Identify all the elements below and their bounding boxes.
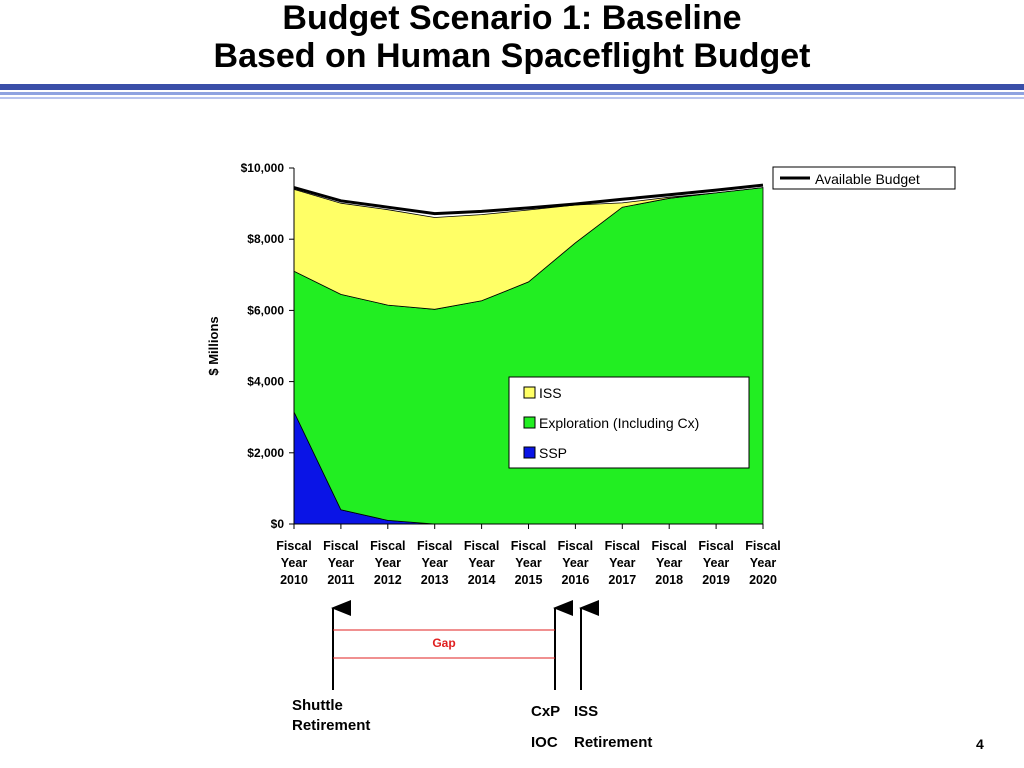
x-tick-label: Fiscal Year 2016 [558, 539, 593, 587]
slide-title-line2: Based on Human Spaceflight Budget [213, 37, 811, 75]
iss-retirement-annotation: ISS Retirement [574, 696, 652, 758]
cxp-annotation-line2: IOC [531, 734, 558, 751]
legend-iss-label: ISS [539, 385, 562, 401]
legend-ssp-label: SSP [539, 445, 567, 461]
y-tick-label: $6,000 [247, 303, 284, 317]
x-tick-label: Fiscal Year 2012 [370, 539, 405, 587]
available-budget-line-group [293, 183, 764, 216]
x-tick-label: Fiscal Year 2019 [698, 539, 733, 587]
area-iss [293, 187, 764, 310]
legend-exploration-label: Exploration (Including Cx) [539, 415, 699, 431]
y-tick-labels: $0 $2,000 $4,000 $6,000 $8,000 $10,000 [241, 161, 285, 531]
x-tick-label: Fiscal Year 2010 [276, 539, 311, 587]
x-tick-label: Fiscal Year 2017 [605, 539, 640, 587]
y-tick-label: $2,000 [247, 446, 284, 460]
shuttle-annotation-line2: Retirement [292, 717, 371, 734]
legend-available-budget: Available Budget [772, 166, 956, 190]
title-rule-dark [0, 84, 1024, 90]
legend-available-budget-label: Available Budget [815, 171, 920, 187]
y-tick-label: $0 [271, 517, 285, 531]
legend-swatch-ssp [523, 446, 536, 459]
y-axis-label: $ Millions [206, 316, 221, 375]
legend-swatch-iss [523, 386, 536, 399]
y-tick-label: $10,000 [241, 161, 285, 175]
y-tick-label: $4,000 [247, 375, 284, 389]
x-tick-label: Fiscal Year 2015 [511, 539, 546, 587]
x-tick-label: Fiscal Year 2018 [651, 539, 686, 587]
iss-annotation-line1: ISS [574, 703, 599, 720]
shuttle-annotation-line1: Shuttle [292, 697, 343, 714]
gap-label: Gap [432, 636, 456, 650]
x-tick-labels: Fiscal Year 2010 Fiscal Year 2011 Fiscal Year 20… [276, 539, 780, 587]
available-budget-line [293, 183, 764, 216]
x-tick-label: Fiscal Year 2013 [417, 539, 452, 587]
stacked-areas [293, 187, 764, 525]
slide-title-line1: Budget Scenario 1: Baseline [282, 0, 742, 37]
x-tick-label: Fiscal Year 2014 [464, 539, 499, 587]
shuttle-retirement-annotation: Shuttle Retirement [292, 696, 370, 736]
cxp-annotation-line1: CxP [531, 703, 561, 720]
iss-annotation-line2: Retirement [574, 734, 653, 751]
legend-swatch-exploration [523, 416, 536, 429]
y-tick-label: $8,000 [247, 232, 284, 246]
page-number: 4 [976, 736, 984, 752]
title-rule-thin [0, 97, 1024, 99]
cxp-ioc-annotation: CxP IOC [531, 696, 560, 758]
chart-axes [289, 167, 764, 529]
title-rule-light [0, 92, 1024, 95]
legend-stacked: ISS Exploration (Including Cx) SSP [508, 376, 750, 469]
timeline-annotations [331, 600, 599, 690]
x-tick-label: Fiscal Year 2011 [323, 539, 358, 587]
x-tick-label: Fiscal Year 2020 [745, 539, 780, 587]
